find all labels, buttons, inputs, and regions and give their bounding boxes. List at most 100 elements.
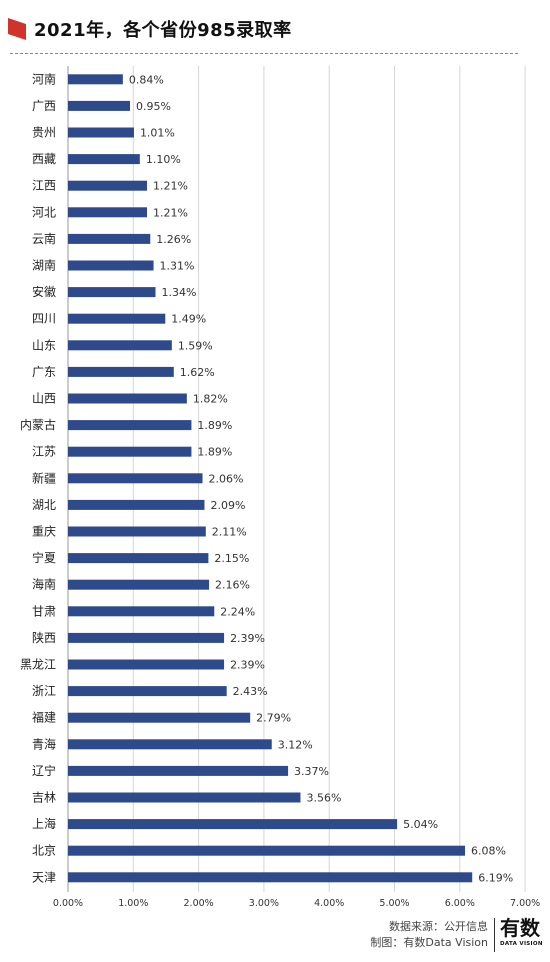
category-labels: 河南广西贵州西藏江西河北云南湖南安徽四川山东广东山西内蒙古江苏新疆湖北重庆宁夏海… — [20, 71, 56, 884]
category-label: 吉林 — [32, 791, 56, 805]
data-label: 1.49% — [171, 313, 206, 326]
source-credit: 数据来源：公开信息 制图：有数Data Vision — [370, 919, 488, 951]
bar — [68, 100, 131, 111]
x-axis-ticks: 0.00% 1.00% 2.00% 3.00% 4.00% 5.00% 6.00% 7.00% — [53, 898, 540, 909]
footer: 数据来源：公开信息 制图：有数Data Vision 有数 DATA VISIO… — [0, 912, 550, 962]
data-label: 1.62% — [180, 366, 215, 379]
data-label: 3.56% — [306, 792, 341, 805]
category-label: 江苏 — [32, 445, 56, 459]
data-label: 3.12% — [278, 738, 313, 751]
value-labels: 0.84% 0.95% 1.01% 1.10% 1.21% 1.21% 1.26% 1.31%… — [129, 73, 513, 884]
bar — [68, 446, 192, 457]
x-tick-label: 5.00% — [379, 898, 409, 909]
bar — [68, 579, 210, 590]
category-label: 山西 — [32, 392, 56, 406]
bar — [68, 872, 473, 883]
category-label: 重庆 — [32, 525, 56, 539]
data-label: 6.19% — [478, 871, 513, 884]
data-label: 2.24% — [220, 605, 255, 618]
chart-header: 2021年，各个省份985录取率 — [0, 0, 550, 60]
data-label: 1.10% — [146, 153, 181, 166]
category-label: 辽宁 — [32, 763, 56, 778]
data-label: 1.59% — [178, 339, 213, 352]
data-label: 1.21% — [153, 180, 188, 193]
bar — [68, 526, 206, 537]
category-label: 福建 — [32, 710, 56, 725]
brand-logo: 有数 — [500, 916, 540, 940]
bar — [68, 473, 203, 484]
source-text: 数据来源：公开信息 — [389, 920, 488, 933]
category-label: 四川 — [32, 312, 56, 326]
brand-subtitle: DATA VISION — [500, 941, 543, 947]
category-label: 江西 — [32, 179, 56, 193]
category-label: 浙江 — [32, 684, 56, 698]
category-label: 甘肃 — [32, 604, 56, 618]
bar — [68, 739, 272, 750]
category-label: 海南 — [32, 577, 56, 592]
bar — [68, 499, 205, 510]
footer-separator — [494, 918, 495, 952]
x-tick-label: 6.00% — [445, 898, 475, 909]
bar — [68, 765, 289, 776]
category-label: 山东 — [32, 338, 56, 352]
bar — [68, 659, 225, 670]
data-label: 1.89% — [197, 419, 232, 432]
bar — [68, 180, 148, 191]
bar — [68, 819, 398, 830]
data-label: 1.01% — [140, 127, 175, 140]
bar — [68, 340, 172, 351]
category-label: 广西 — [32, 99, 56, 113]
bar — [68, 845, 466, 856]
x-tick-label: 2.00% — [184, 898, 214, 909]
data-label: 2.11% — [212, 526, 247, 539]
data-label: 6.08% — [471, 845, 506, 858]
x-tick-label: 1.00% — [118, 898, 148, 909]
category-label: 广东 — [32, 365, 56, 379]
category-label: 内蒙古 — [20, 417, 56, 432]
data-label: 2.16% — [215, 579, 250, 592]
bar — [68, 233, 151, 244]
title-divider — [10, 53, 518, 54]
category-label: 北京 — [32, 844, 56, 858]
bar — [68, 792, 301, 803]
category-label: 湖南 — [32, 258, 56, 273]
data-label: 5.04% — [403, 818, 438, 831]
bar — [68, 393, 187, 404]
data-label: 1.26% — [156, 233, 191, 246]
category-label: 贵州 — [32, 126, 56, 140]
bar — [68, 207, 148, 218]
bar — [68, 553, 209, 564]
data-label: 1.21% — [153, 206, 188, 219]
data-label: 0.95% — [136, 100, 171, 113]
data-label: 0.84% — [129, 73, 164, 86]
category-label: 西藏 — [32, 152, 56, 166]
bar — [68, 127, 134, 138]
bar — [68, 260, 154, 271]
category-label: 天津 — [32, 870, 56, 884]
x-tick-label: 0.00% — [53, 898, 83, 909]
category-label: 安徽 — [32, 284, 56, 299]
data-label: 3.37% — [294, 765, 329, 778]
data-label: 2.39% — [230, 632, 265, 645]
category-label: 河南 — [32, 71, 56, 86]
category-label: 黑龙江 — [20, 658, 56, 672]
bars — [68, 74, 473, 883]
bar — [68, 74, 123, 85]
bar — [68, 632, 225, 643]
category-label: 河北 — [32, 205, 56, 219]
red-tag-icon — [8, 18, 26, 40]
data-label: 2.06% — [209, 472, 244, 485]
data-label: 1.34% — [162, 286, 197, 299]
bar — [68, 686, 227, 697]
category-label: 青海 — [32, 736, 56, 751]
data-label: 2.79% — [256, 712, 291, 725]
bar-chart: 河南广西贵州西藏江西河北云南湖南安徽四川山东广东山西内蒙古江苏新疆湖北重庆宁夏海… — [20, 66, 540, 909]
bar — [68, 606, 215, 617]
bar — [68, 313, 166, 324]
category-label: 宁夏 — [32, 550, 56, 565]
x-tick-label: 4.00% — [314, 898, 344, 909]
credit-text: 制图：有数Data Vision — [370, 936, 488, 949]
x-tick-label: 7.00% — [510, 898, 540, 909]
category-label: 湖北 — [32, 497, 56, 512]
chart-title: 2021年，各个省份985录取率 — [34, 20, 292, 41]
